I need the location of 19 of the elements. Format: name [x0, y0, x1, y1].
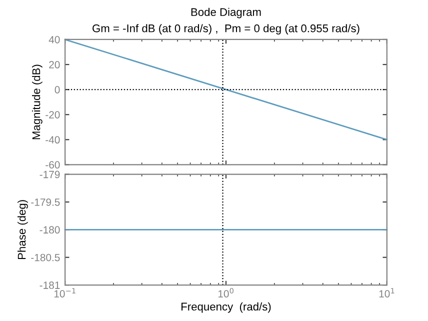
y-tick-label: -180	[40, 226, 60, 234]
x-tick-label: 10$^{1}$	[379, 288, 394, 298]
x-tick-label: 10$^{0}$	[218, 288, 234, 298]
y-tick-label: -179	[40, 170, 60, 178]
chart-subtitle: Gm = -Inf dB (at 0 rad/s) , Pm = 0 deg (at 0.955 rad/s)	[92, 24, 360, 34]
y-tick-label: -20	[46, 111, 60, 118]
y-tick-label: 0	[54, 86, 60, 94]
x-tick-label: 10$^{−1}$	[54, 288, 76, 298]
y-axis-title: Phase (deg)	[18, 200, 28, 260]
y-tick-label: -60	[46, 161, 60, 169]
y-tick-label: -181	[40, 282, 60, 289]
chart-title: Bode Diagram	[191, 8, 261, 18]
y-tick-label: -40	[46, 136, 60, 144]
y-tick-label: -179.5	[31, 198, 60, 206]
x-axis-title: Frequency (rad/s)	[182, 302, 271, 313]
y-axis-title: Magnitude (dB)	[32, 64, 42, 140]
y-tick-label: -180.5	[31, 254, 60, 262]
y-tick-label: 20	[49, 61, 60, 68]
y-tick-label: 40	[48, 36, 60, 44]
